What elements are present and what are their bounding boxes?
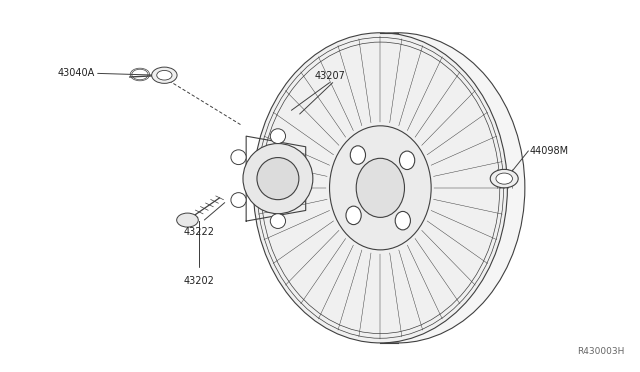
Ellipse shape [490, 169, 518, 188]
Text: 43040A: 43040A [57, 68, 95, 78]
Ellipse shape [231, 150, 246, 164]
Text: 43202: 43202 [184, 276, 215, 286]
Text: 44098M: 44098M [530, 146, 569, 156]
Text: 43207: 43207 [314, 71, 345, 81]
Ellipse shape [346, 206, 361, 225]
Ellipse shape [496, 173, 513, 184]
Text: R430003H: R430003H [577, 347, 625, 356]
Ellipse shape [257, 158, 299, 200]
Ellipse shape [270, 214, 285, 228]
Ellipse shape [253, 33, 508, 343]
Ellipse shape [350, 146, 365, 164]
Text: 43222: 43222 [184, 227, 215, 237]
Ellipse shape [395, 211, 410, 230]
Ellipse shape [330, 126, 431, 250]
Ellipse shape [356, 158, 404, 217]
Ellipse shape [271, 33, 525, 343]
Ellipse shape [243, 144, 313, 214]
Ellipse shape [157, 70, 172, 80]
Ellipse shape [231, 193, 246, 208]
Ellipse shape [152, 67, 177, 83]
Ellipse shape [270, 129, 285, 144]
Ellipse shape [177, 213, 198, 227]
Ellipse shape [399, 151, 415, 170]
